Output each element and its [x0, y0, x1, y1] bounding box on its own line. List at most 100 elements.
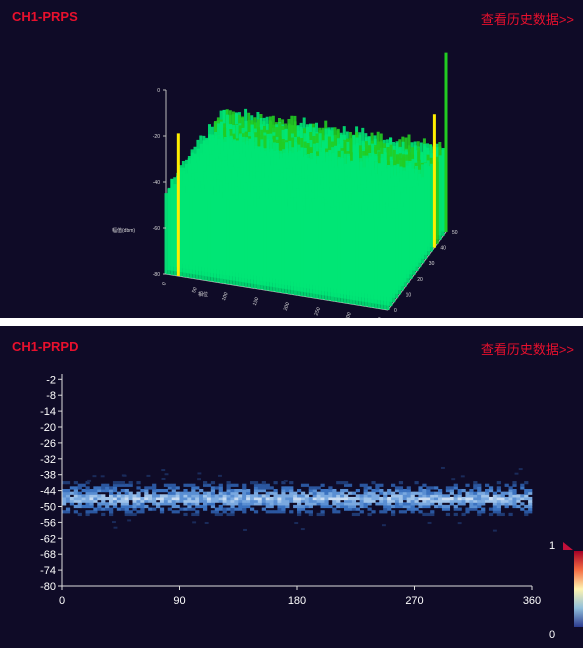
prpd-cell-684 — [316, 491, 321, 495]
prps-x-tick-7: 350 — [375, 316, 384, 318]
prpd-cell-442 — [163, 496, 169, 501]
prpd-cell-280 — [383, 502, 388, 506]
prpd-cell-834 — [312, 486, 317, 490]
prpd-history-link[interactable]: 查看历史数据>> — [480, 342, 574, 357]
prpd-cell-661 — [187, 491, 192, 495]
prpd-cell-290 — [426, 502, 431, 506]
prpd-cell-32 — [508, 512, 513, 517]
prpd-cell-489 — [347, 496, 353, 501]
prpd-cell-77 — [465, 510, 470, 514]
prps-z-tick-2: -40 — [153, 180, 160, 186]
prpd-cell-58 — [277, 510, 282, 514]
prpd-cell-93 — [132, 507, 137, 511]
prpd-cell-462 — [242, 496, 247, 501]
prpd-cell-720 — [500, 491, 505, 495]
prpd-cell-332 — [171, 499, 176, 503]
prpd-cell-959 — [492, 529, 497, 532]
prpd-cell-730 — [85, 489, 90, 493]
prpd-cell-600 — [332, 494, 337, 498]
prpd-cell-630 — [477, 494, 482, 498]
prpd-cell-83 — [528, 510, 533, 514]
prpd-cell-243 — [210, 502, 216, 506]
prpd-cell-54 — [253, 510, 259, 514]
prpd-cell-232 — [156, 502, 161, 506]
prpd-cell-572 — [214, 494, 219, 498]
prpd-cell-347 — [230, 499, 235, 503]
prpd-cell-941 — [218, 474, 222, 477]
prpd-cell-556 — [152, 494, 157, 498]
prpd-cell-649 — [109, 491, 114, 495]
prpd-cell-118 — [332, 507, 337, 511]
prpd-cell-754 — [234, 489, 239, 493]
prpd-cell-851 — [477, 486, 482, 490]
prpd-cell-734 — [101, 489, 106, 493]
prpd-cell-88 — [105, 507, 110, 511]
prpd-cell-445 — [175, 496, 180, 501]
prps-history-link[interactable]: 查看历史数据>> — [480, 12, 574, 27]
prpd-cell-760 — [261, 489, 266, 493]
prpd-cell-756 — [242, 489, 247, 493]
prpd-cell-865 — [152, 483, 157, 487]
prpd-cell-145 — [85, 504, 90, 509]
prpd-cell-1 — [85, 512, 90, 517]
prpd-cell-117 — [300, 507, 306, 511]
prpd-cell-271 — [344, 502, 349, 506]
prps-panel: CH1-PRPS 查看历史数据>> 0 -20 -40 -60 -80 0 50 100 150… — [0, 0, 583, 318]
prpd-cell-264 — [312, 502, 317, 506]
prpd-cell-537 — [65, 494, 71, 498]
prpd-cell-643 — [69, 491, 75, 495]
prpd-cell-288 — [418, 502, 423, 506]
prpd-cell-738 — [120, 489, 125, 493]
prpd-cell-104 — [214, 507, 219, 511]
prpd-cell-87 — [101, 507, 106, 511]
prpd-cell-369 — [316, 499, 321, 503]
prpd-x-tick-3: 270 — [405, 595, 423, 607]
prpd-cell-902 — [62, 481, 67, 485]
prpd-cell-193 — [394, 504, 400, 509]
prpd-cell-710 — [438, 491, 443, 495]
prpd-cell-929 — [524, 481, 529, 485]
prpd-cell-763 — [285, 489, 290, 493]
prpd-cell-345 — [222, 499, 227, 503]
prps-z-label: 幅值(dbm) — [112, 227, 135, 234]
prpd-cell-587 — [277, 494, 282, 498]
prpd-cell-744 — [159, 489, 165, 493]
prpd-cell-38 — [89, 510, 94, 514]
prpd-cell-136 — [481, 507, 486, 511]
prpd-cell-487 — [340, 496, 345, 501]
prpd-cell-848 — [449, 486, 454, 490]
prpd-cell-817 — [175, 486, 180, 490]
prpd-cell-322 — [124, 499, 129, 503]
prpd-cell-119 — [344, 507, 349, 511]
prpd-cell-829 — [269, 486, 274, 490]
prpd-cell-946 — [381, 524, 386, 527]
prpd-cell-615 — [406, 494, 411, 498]
prpd-cell-538 — [73, 494, 78, 498]
prpd-cell-364 — [297, 499, 302, 503]
prpd-cell-475 — [293, 496, 298, 501]
prpd-cell-898 — [485, 483, 490, 487]
prpd-cell-945 — [100, 475, 105, 478]
prpd-cell-618 — [422, 494, 427, 498]
prpd-cell-717 — [481, 491, 486, 495]
prpd-cell-713 — [465, 491, 470, 495]
prpd-cell-594 — [304, 494, 310, 498]
prpd-cell-403 — [473, 499, 478, 503]
prpd-cell-103 — [203, 507, 208, 511]
prpd-cell-644 — [73, 491, 78, 495]
prpd-cell-73 — [402, 510, 407, 514]
prpd-cell-771 — [332, 489, 337, 493]
prpd-cell-220 — [89, 502, 94, 506]
prpd-cell-63 — [308, 510, 313, 514]
prpd-cell-597 — [320, 494, 325, 498]
prpd-cell-269 — [336, 502, 341, 506]
prpd-cell-52 — [230, 510, 235, 514]
prpd-cell-456 — [218, 496, 223, 501]
prpd-title: CH1-PRPD — [12, 339, 79, 354]
prpd-cell-616 — [410, 494, 415, 498]
prpd-cell-565 — [187, 494, 192, 498]
prpd-cell-44 — [140, 510, 145, 514]
prpd-y-tick-12: -74 — [40, 565, 56, 577]
prpd-cell-274 — [355, 502, 360, 506]
prpd-cell-250 — [246, 502, 251, 506]
